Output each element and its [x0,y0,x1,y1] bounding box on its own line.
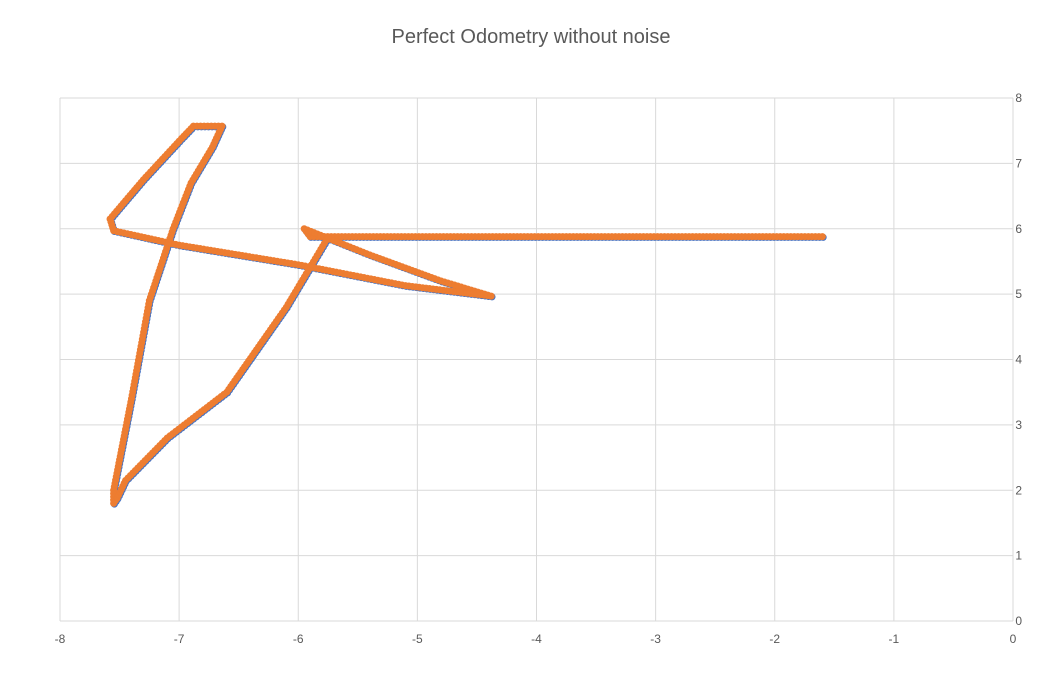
x-tick-label: -1 [889,632,900,646]
x-tick-label: -4 [531,632,542,646]
x-tick-label: -3 [650,632,661,646]
y-tick-label: 2 [1015,483,1022,497]
x-tick-label: -2 [769,632,780,646]
chart-title: Perfect Odometry without noise [391,26,671,48]
data-point [324,233,332,241]
y-tick-label: 3 [1015,418,1022,432]
x-tick-label: -8 [55,632,66,646]
y-tick-label: 7 [1015,156,1022,170]
grid-layer [59,97,1014,622]
series-2 [106,122,826,507]
y-tick-label: 8 [1015,91,1022,105]
y-tick-label: 6 [1015,222,1022,236]
y-tick-label: 4 [1015,353,1022,367]
x-tick-label: 0 [1010,632,1017,646]
y-tick-label: 5 [1015,287,1022,301]
series-layer [106,122,827,508]
x-tick-label: -5 [412,632,423,646]
x-tick-label: -7 [174,632,185,646]
series-1 [107,123,827,508]
x-tick-label: -6 [293,632,304,646]
tick-layer: -8 -7 -6 -5 -4 -3 -2 -1 0 0 1 2 3 4 5 6 7 8 [55,91,1023,646]
y-tick-label: 0 [1015,614,1022,628]
y-tick-label: 1 [1015,549,1022,563]
